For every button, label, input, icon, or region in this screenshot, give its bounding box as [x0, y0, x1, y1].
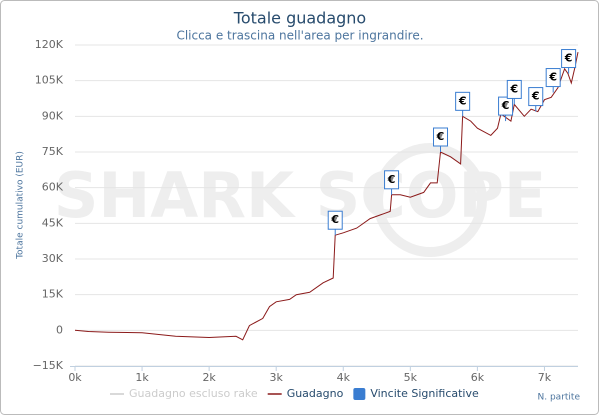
x-tick-label: 4k: [337, 371, 351, 384]
flag: €: [384, 170, 400, 195]
chart-subtitle: Clicca e trascina nell'area per ingrandi…: [176, 29, 423, 43]
x-tick-label: 0k: [68, 371, 82, 384]
y-tick-label: 120K: [35, 38, 64, 51]
x-tick-label: 5k: [404, 371, 418, 384]
watermark: SHARK SCOPE: [54, 159, 547, 232]
flag-box: [455, 91, 471, 111]
watermark-ring: [373, 143, 487, 257]
y-tick-label: 105K: [35, 74, 64, 87]
y-tick-label: 15K: [42, 288, 64, 301]
y-tick-label: 45K: [42, 216, 64, 229]
flag-label: €: [564, 52, 573, 65]
flag-box: [506, 79, 522, 99]
x-tick-label: 3k: [270, 371, 284, 384]
legend-label: Guadagno escluso rake: [129, 387, 258, 400]
flag: €: [327, 210, 343, 236]
x-tick-label: 1k: [135, 371, 149, 384]
flag-box: [327, 210, 343, 230]
y-tick-label: 30K: [42, 252, 64, 265]
legend-label: Vincite Significative: [370, 387, 479, 400]
flag: €: [433, 127, 449, 152]
y-tick-label: 75K: [42, 145, 64, 158]
flag: €: [561, 49, 577, 74]
flag-box: [545, 68, 561, 88]
y-axis-label: Totale cumulativo (EUR): [16, 151, 26, 260]
flag: €: [545, 68, 561, 93]
flag: €: [506, 79, 522, 105]
flag-label: €: [531, 90, 540, 103]
flag: €: [498, 96, 514, 122]
x-tick-label: 6k: [471, 371, 485, 384]
flag: €: [528, 87, 544, 112]
flag-box: [528, 87, 544, 107]
chart-title: Totale guadagno: [233, 9, 366, 28]
legend-swatch: [353, 388, 366, 400]
y-tick-label: 0: [56, 323, 63, 336]
flag: €: [455, 91, 471, 117]
flag-label: €: [509, 82, 518, 95]
flag-box: [433, 127, 449, 147]
y-tick-label: 90K: [42, 109, 64, 122]
flag-label: €: [330, 213, 339, 226]
flag-box: [561, 49, 577, 69]
y-tick-label: −15K: [33, 359, 64, 372]
flag-label: €: [501, 99, 510, 112]
legend-label: Guadagno: [287, 387, 344, 400]
x-axis-label: N. partite: [538, 393, 581, 403]
flag-label: €: [387, 173, 396, 186]
flag-label: €: [436, 130, 445, 143]
flag-box: [498, 96, 514, 116]
y-tick-label: 60K: [42, 181, 64, 194]
x-tick-label: 7k: [538, 371, 552, 384]
flag-box: [384, 170, 400, 190]
x-tick-label: 2k: [202, 371, 216, 384]
flag-label: €: [548, 71, 557, 84]
flag-label: €: [458, 94, 467, 107]
